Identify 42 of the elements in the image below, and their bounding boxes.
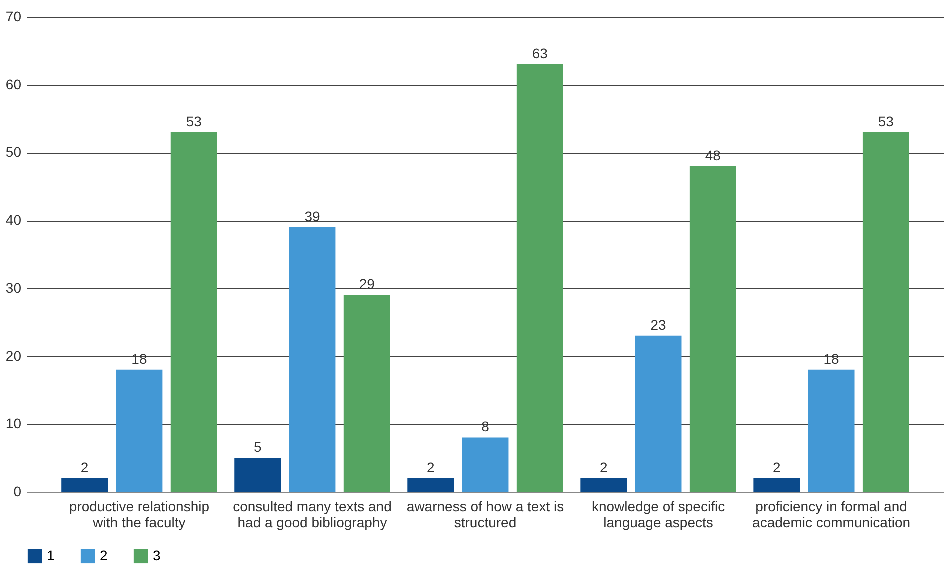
legend-label: 1 (47, 547, 55, 564)
bar (116, 370, 163, 492)
bar (808, 370, 855, 492)
data-label: 29 (359, 276, 376, 292)
legend-label: 3 (153, 547, 161, 564)
bar (62, 478, 108, 492)
y-tick-label: 20 (6, 348, 22, 364)
data-label: 2 (773, 459, 781, 476)
bar (516, 64, 564, 492)
bar (344, 295, 390, 492)
bar (462, 438, 509, 492)
bar (234, 458, 282, 492)
bar (635, 336, 682, 492)
x-tick-label: consulted many texts and had a good bibliography (233, 498, 392, 530)
y-tick-label: 50 (6, 144, 22, 160)
bar (289, 227, 336, 492)
data-label: 2 (80, 459, 89, 476)
data-label: 23 (650, 316, 667, 333)
data-label: 39 (304, 208, 320, 224)
y-tick-label: 0 (14, 484, 22, 500)
x-tick-label: awarness of how a text is structured (406, 498, 564, 530)
data-label: 2 (426, 459, 435, 476)
y-tick-label: 60 (6, 76, 22, 92)
legend-label: 2 (100, 547, 108, 564)
x-tick-label: productive relationship with the faculty (69, 498, 210, 530)
data-label: 63 (532, 46, 548, 62)
x-tick-label: knowledge of specific language aspects (592, 498, 726, 530)
bar (170, 132, 218, 492)
data-label: 53 (186, 113, 202, 130)
bar (862, 132, 910, 492)
bar (580, 478, 628, 492)
y-tick-label: 70 (6, 8, 22, 24)
data-label: 53 (878, 113, 894, 130)
bar (754, 478, 800, 492)
data-label: 5 (254, 439, 262, 456)
data-label: 2 (600, 459, 608, 476)
x-tick-label: proficiency in formal and academic communication (752, 498, 911, 530)
y-tick-label: 10 (6, 416, 22, 432)
y-tick-label: 40 (6, 212, 22, 228)
bar (408, 478, 454, 492)
y-tick-label: 30 (6, 280, 22, 296)
bar (690, 166, 736, 492)
